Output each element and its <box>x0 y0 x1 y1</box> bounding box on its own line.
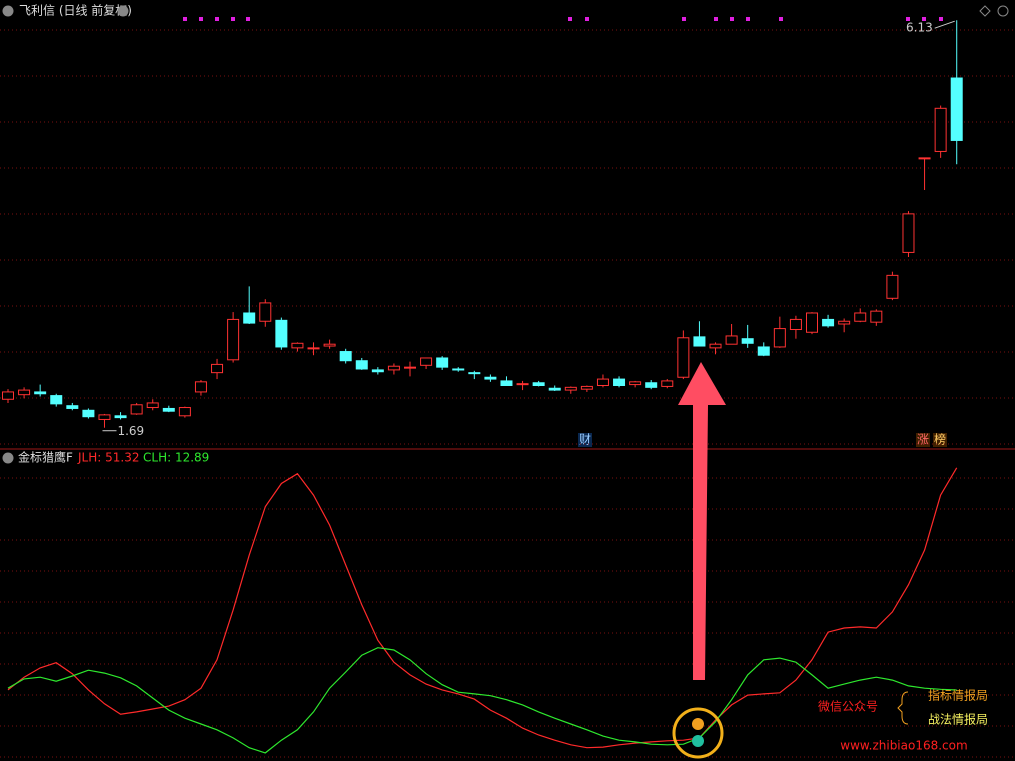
indicator-line <box>7 467 958 749</box>
candle-body <box>709 343 722 349</box>
candle-body <box>194 381 207 393</box>
watermark: 指标情报局 <box>928 688 988 703</box>
candle-body <box>291 342 304 349</box>
marker: 榜 <box>934 432 946 447</box>
legend-entry: CLH: 12.89 <box>143 451 209 465</box>
candle-body <box>806 312 818 333</box>
dropdown-icon[interactable] <box>117 5 129 17</box>
candle-body <box>146 402 159 409</box>
signal-icon <box>692 735 704 747</box>
low-label: 1.69 <box>117 424 144 438</box>
candle-body <box>420 357 433 366</box>
pointer-arrow <box>678 362 726 680</box>
circle-icon[interactable] <box>997 5 1009 17</box>
marker: 涨 <box>917 432 929 447</box>
candle-body <box>18 389 31 396</box>
candle-body <box>404 366 416 369</box>
candle-body <box>371 369 384 373</box>
candle-body <box>227 318 240 361</box>
high-label: 6.13 <box>906 21 933 35</box>
candle-body <box>950 77 963 141</box>
candle-body <box>741 338 754 344</box>
brace <box>897 691 909 725</box>
candle-body <box>757 346 770 356</box>
candle-body <box>130 404 143 415</box>
candle-body <box>50 395 63 405</box>
candle-body <box>339 351 352 362</box>
candle-body <box>532 382 545 387</box>
candle-body <box>773 328 786 348</box>
candle-body <box>387 365 400 371</box>
candle-body <box>178 407 191 417</box>
high-arrow <box>934 20 955 29</box>
candle-body <box>902 213 915 253</box>
candle-body <box>934 107 947 152</box>
candle-body <box>516 383 529 386</box>
candle-body <box>500 380 513 387</box>
marker-box <box>916 433 930 447</box>
candle-body <box>886 274 899 299</box>
candle-body <box>870 310 883 323</box>
candle-body <box>98 414 111 420</box>
highlight-circle <box>672 707 724 759</box>
candle-body <box>822 318 835 327</box>
candle-body <box>162 407 175 412</box>
menu-icon[interactable] <box>2 452 14 464</box>
candle-body <box>243 312 256 324</box>
candle-body <box>82 409 95 418</box>
diamond-icon[interactable] <box>979 5 991 17</box>
candle-body <box>854 312 867 322</box>
candle-body <box>275 319 288 348</box>
candle-body <box>34 391 47 395</box>
candle-body <box>918 157 931 160</box>
candle-body <box>838 320 851 325</box>
candle-body <box>468 372 481 375</box>
candle-body <box>645 382 658 388</box>
chart-title: 飞利信 (日线 前复权) <box>19 3 132 18</box>
candle-body <box>436 357 449 368</box>
candle-body <box>661 380 674 387</box>
legend-entry: JLH: 51.32 <box>77 451 139 465</box>
candle-body <box>2 391 14 400</box>
signal-icon <box>692 718 704 730</box>
indicator-line <box>7 647 957 754</box>
candle-body <box>259 302 272 322</box>
candle-body <box>789 318 802 331</box>
candle-body <box>725 335 738 345</box>
candle-body <box>596 378 609 387</box>
candle-body <box>452 368 465 371</box>
candle-body <box>484 376 497 380</box>
candle-body <box>580 385 593 390</box>
candle-body <box>693 336 706 347</box>
candle-body <box>629 381 642 386</box>
candle-body <box>66 405 79 409</box>
watermark: 微信公众号 <box>818 700 878 714</box>
candle-body <box>323 343 336 347</box>
candle-body <box>548 387 561 391</box>
indicator-title: 金标猎鹰F <box>18 450 73 465</box>
candle-body <box>114 415 127 419</box>
menu-icon[interactable] <box>2 5 14 17</box>
candle-body <box>307 347 320 350</box>
candle-body <box>677 337 690 378</box>
candle-body <box>613 378 626 387</box>
candle-body <box>211 363 224 374</box>
watermark: 战法情报局 <box>928 712 988 727</box>
candle-body <box>355 360 368 370</box>
watermark: www.zhibiao168.com <box>840 739 967 753</box>
event-dots <box>183 17 943 21</box>
candle-body <box>564 386 577 391</box>
marker: 财 <box>579 433 591 447</box>
